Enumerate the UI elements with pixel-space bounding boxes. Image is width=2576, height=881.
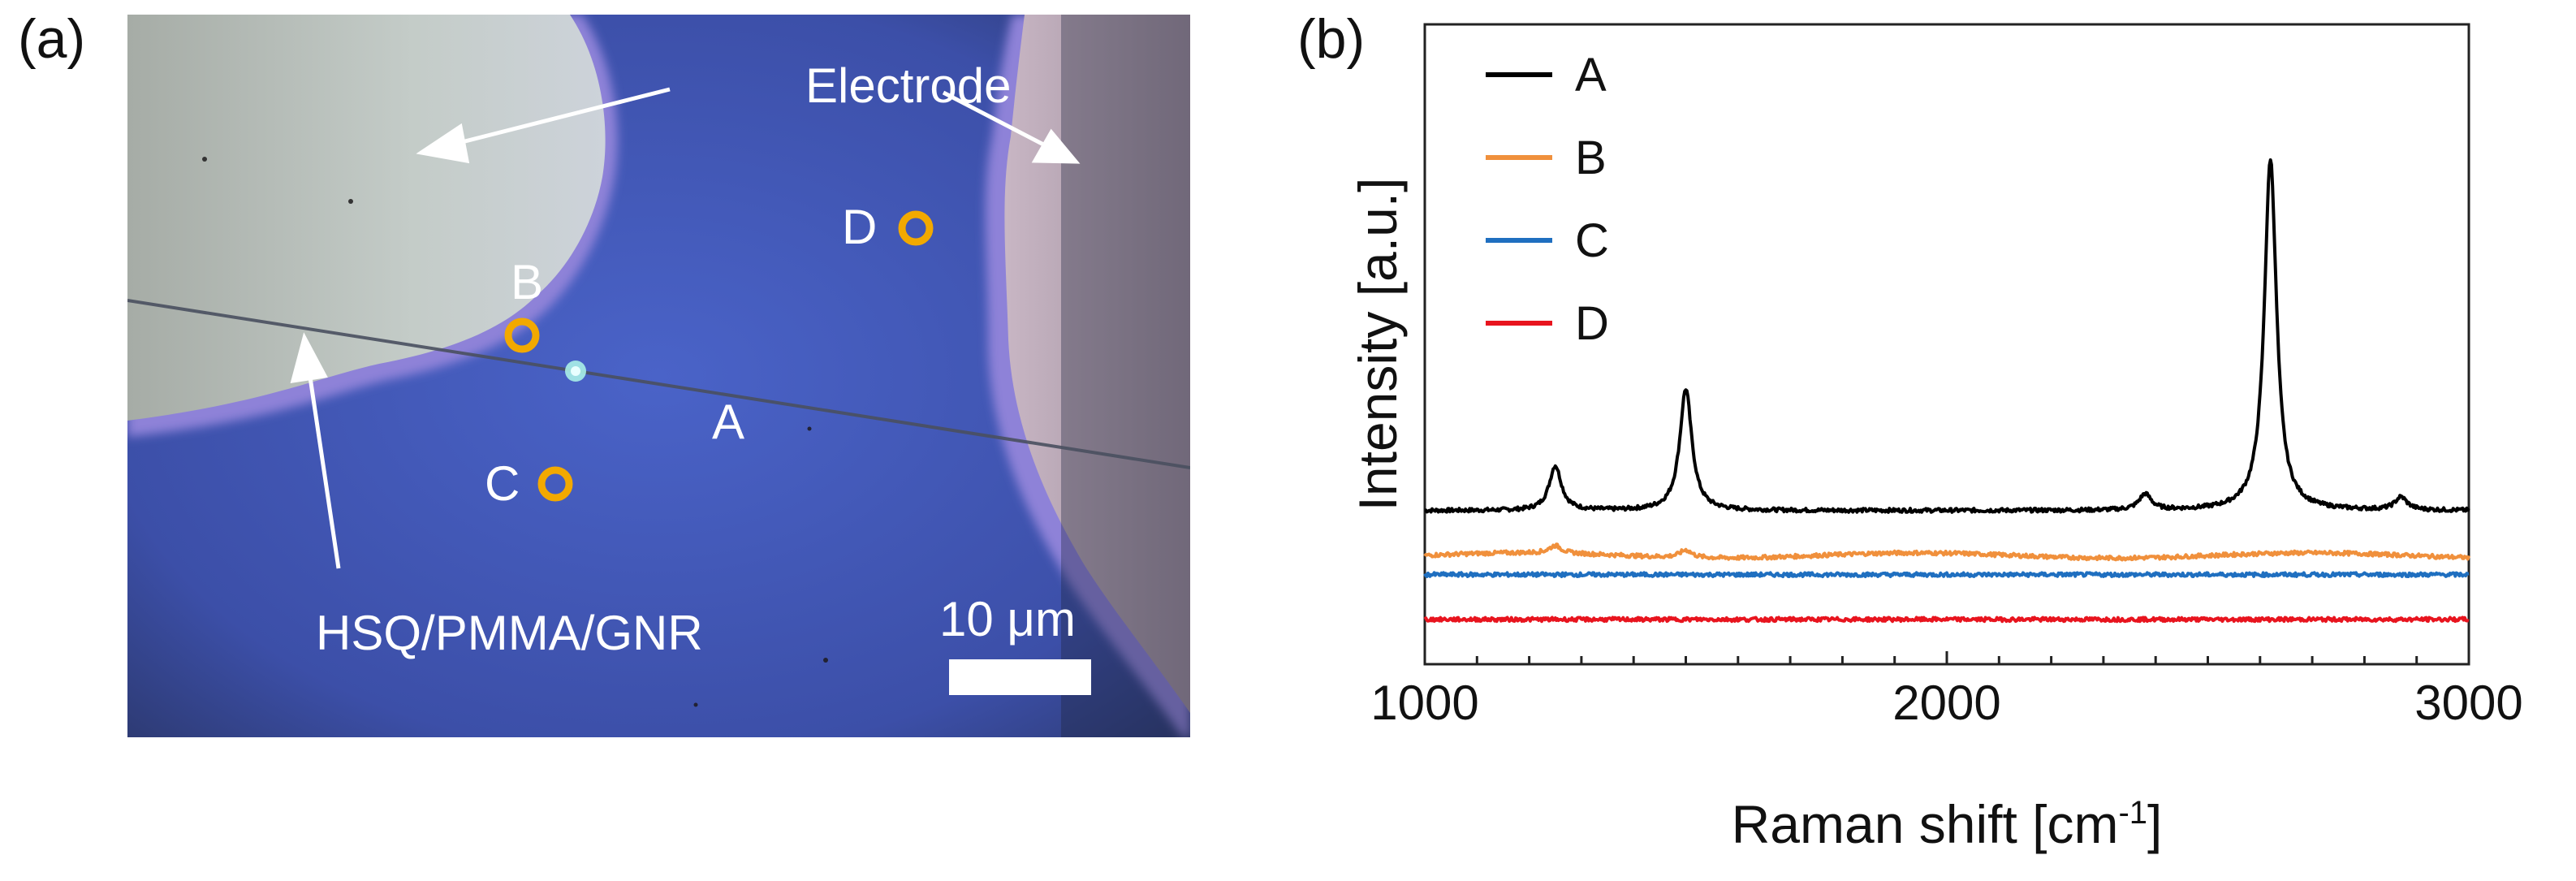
point-d-marker [898, 210, 934, 246]
legend-label-d: D [1575, 297, 1609, 350]
electrode-arrow-right [942, 90, 1053, 151]
gnr-ribbon-line [127, 299, 1190, 469]
sample-label: HSQ/PMMA/GNR [316, 606, 703, 660]
legend-label-c: C [1575, 214, 1609, 267]
x-tick-labels: 1000 2000 3000 [1370, 676, 2522, 730]
legend-label-b: B [1575, 132, 1607, 184]
series-line-c [1423, 571, 2470, 578]
series-line-d [1423, 615, 2470, 624]
scale-bar-label: 10 μm [939, 592, 1076, 646]
point-b-label: B [511, 255, 544, 309]
x-tick-label: 2000 [1892, 676, 2000, 730]
optical-micrograph: Electrode HSQ/PMMA/GNR 10 μm A B C D [127, 15, 1190, 737]
electrode-label: Electrode [805, 58, 1012, 113]
x-axis-title: Raman shift [cm-1] [1732, 794, 2163, 854]
point-d-label: D [842, 200, 878, 254]
legend-label-a: A [1575, 49, 1607, 101]
panel-a-label: (a) [18, 8, 86, 70]
point-b-marker [504, 317, 540, 353]
series-lines [1423, 158, 2470, 624]
micrograph-image [127, 15, 1190, 737]
series-line-a [1424, 158, 2470, 514]
point-c-label: C [485, 456, 520, 511]
scale-bar [949, 659, 1091, 695]
point-c-marker [537, 466, 573, 502]
x-tick-label: 3000 [2414, 676, 2522, 730]
x-axis-ticks [1423, 651, 2470, 664]
series-line-b [1423, 542, 2470, 562]
panel-b-label: (b) [1297, 8, 1366, 70]
electrode-arrow-left [451, 87, 671, 147]
sample-arrow [307, 371, 341, 569]
point-a-label: A [712, 395, 745, 449]
y-axis-title: Intensity [a.u.] [1348, 178, 1408, 512]
x-tick-label: 1000 [1370, 676, 1478, 730]
